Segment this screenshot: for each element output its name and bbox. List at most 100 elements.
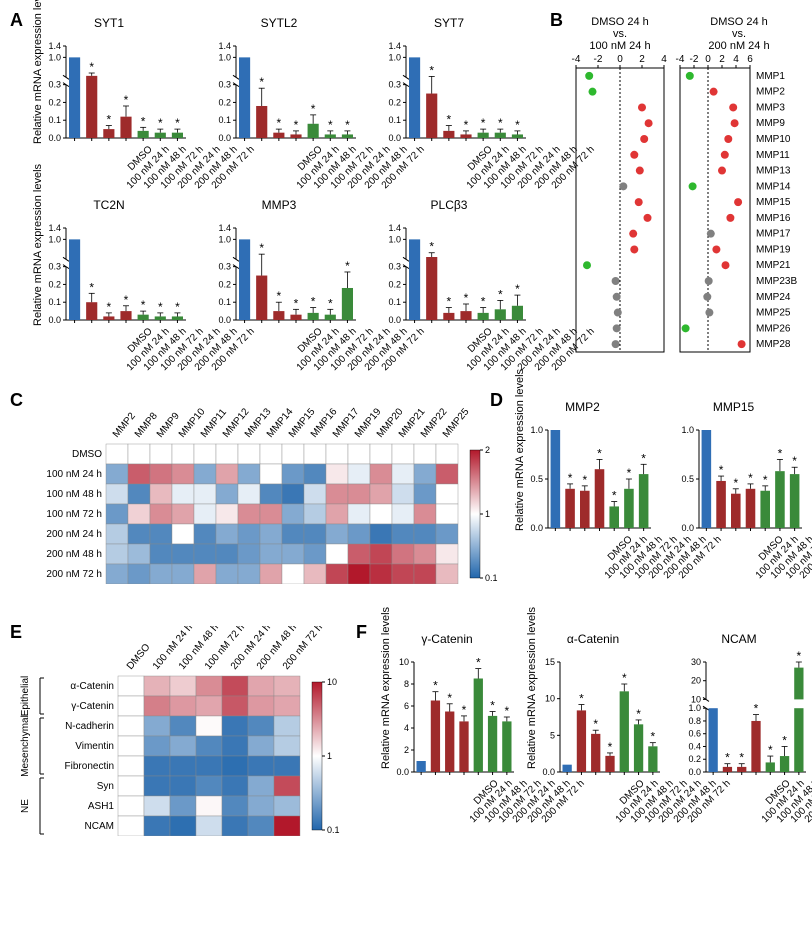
svg-text:*: * bbox=[481, 295, 486, 309]
svg-text:1: 1 bbox=[327, 751, 332, 761]
svg-text:MMP10: MMP10 bbox=[756, 134, 791, 145]
svg-text:2: 2 bbox=[719, 54, 725, 65]
svg-text:200 nM 24 h: 200 nM 24 h bbox=[46, 529, 102, 540]
svg-text:Syn: Syn bbox=[97, 781, 114, 792]
svg-text:30: 30 bbox=[691, 657, 701, 667]
svg-text:*: * bbox=[294, 118, 299, 132]
svg-text:MMP21: MMP21 bbox=[756, 260, 791, 271]
svg-text:0.0: 0.0 bbox=[48, 315, 61, 324]
svg-text:*: * bbox=[259, 75, 264, 89]
svg-text:15: 15 bbox=[545, 657, 555, 667]
svg-text:*: * bbox=[294, 296, 299, 310]
svg-text:*: * bbox=[277, 116, 282, 130]
svg-text:4: 4 bbox=[404, 723, 409, 733]
svg-text:*: * bbox=[447, 691, 452, 705]
svg-text:*: * bbox=[627, 466, 632, 480]
svg-text:0.5: 0.5 bbox=[681, 474, 694, 484]
svg-text:MMP25: MMP25 bbox=[756, 308, 791, 319]
svg-text:1.4: 1.4 bbox=[388, 41, 401, 51]
svg-text:NE: NE bbox=[20, 799, 31, 813]
svg-text:*: * bbox=[792, 454, 797, 468]
svg-text:*: * bbox=[748, 471, 753, 485]
chart-title: TC2N bbox=[28, 198, 190, 212]
y-axis-label: Relative mRNA expression levels bbox=[514, 411, 526, 531]
svg-text:MMP15: MMP15 bbox=[756, 197, 791, 208]
svg-text:0.0: 0.0 bbox=[681, 523, 694, 532]
svg-text:N-cadherin: N-cadherin bbox=[65, 721, 114, 732]
svg-text:1.0: 1.0 bbox=[681, 425, 694, 435]
svg-text:1.0: 1.0 bbox=[530, 425, 543, 435]
svg-text:MMP26: MMP26 bbox=[756, 323, 791, 334]
chart-title: SYTL2 bbox=[198, 16, 360, 30]
svg-text:*: * bbox=[345, 118, 350, 132]
svg-text:10: 10 bbox=[327, 677, 337, 687]
svg-text:-4: -4 bbox=[572, 54, 581, 65]
svg-text:*: * bbox=[447, 113, 452, 127]
svg-text:10: 10 bbox=[691, 694, 701, 704]
svg-text:*: * bbox=[345, 259, 350, 273]
svg-text:*: * bbox=[763, 473, 768, 487]
svg-text:*: * bbox=[754, 702, 759, 716]
svg-text:1.4: 1.4 bbox=[218, 223, 231, 233]
svg-text:0.1: 0.1 bbox=[48, 297, 61, 307]
svg-text:0: 0 bbox=[617, 54, 623, 65]
svg-text:*: * bbox=[490, 699, 495, 713]
svg-text:-4: -4 bbox=[676, 54, 685, 65]
svg-text:0.2: 0.2 bbox=[48, 97, 61, 107]
svg-text:*: * bbox=[175, 300, 180, 314]
svg-text:*: * bbox=[433, 679, 438, 693]
svg-text:100 nM 24 h: 100 nM 24 h bbox=[46, 469, 102, 480]
svg-text:DMSO: DMSO bbox=[125, 642, 153, 672]
chart-title: SYT7 bbox=[368, 16, 530, 30]
bar-chart: MMP30.00.10.20.31.01.4******DMSO100 nM 2… bbox=[198, 198, 360, 380]
svg-text:MMP28: MMP28 bbox=[756, 339, 791, 350]
svg-text:1.0: 1.0 bbox=[388, 52, 401, 62]
y-axis-label: Relative mRNA expression levels bbox=[32, 206, 44, 326]
svg-text:0.0: 0.0 bbox=[688, 767, 701, 776]
svg-text:0.4: 0.4 bbox=[688, 741, 701, 751]
svg-text:0.3: 0.3 bbox=[218, 80, 231, 90]
svg-text:*: * bbox=[608, 740, 613, 754]
svg-text:*: * bbox=[797, 649, 802, 663]
svg-text:1: 1 bbox=[485, 509, 490, 519]
svg-text:*: * bbox=[597, 446, 602, 460]
panel-label-B: B bbox=[550, 10, 563, 31]
svg-text:MMP8: MMP8 bbox=[133, 410, 160, 440]
svg-text:Mesenchymal: Mesenchymal bbox=[20, 715, 31, 777]
bar-chart: MMP20.00.51.0******DMSO100 nM 24 h100 nM… bbox=[510, 400, 655, 588]
svg-text:*: * bbox=[476, 656, 481, 670]
svg-text:0.0: 0.0 bbox=[542, 767, 555, 776]
svg-text:*: * bbox=[782, 733, 787, 747]
svg-text:*: * bbox=[277, 289, 282, 303]
svg-text:1.4: 1.4 bbox=[48, 41, 61, 51]
svg-text:*: * bbox=[141, 114, 146, 128]
svg-text:*: * bbox=[464, 291, 469, 305]
svg-text:100 nM 48 h: 100 nM 48 h bbox=[46, 489, 102, 500]
svg-text:0.0: 0.0 bbox=[48, 133, 61, 142]
svg-text:5: 5 bbox=[550, 730, 555, 740]
svg-text:*: * bbox=[622, 671, 627, 685]
svg-text:0.3: 0.3 bbox=[388, 262, 401, 272]
svg-text:0.5: 0.5 bbox=[530, 474, 543, 484]
svg-text:*: * bbox=[498, 287, 503, 301]
svg-text:*: * bbox=[429, 240, 434, 254]
svg-text:2: 2 bbox=[404, 745, 409, 755]
svg-text:0.1: 0.1 bbox=[218, 297, 231, 307]
svg-text:*: * bbox=[124, 93, 129, 107]
svg-text:0.2: 0.2 bbox=[218, 279, 231, 289]
chart-title: MMP2 bbox=[510, 400, 655, 414]
svg-text:*: * bbox=[124, 293, 129, 307]
svg-text:*: * bbox=[651, 730, 656, 744]
svg-text:20: 20 bbox=[691, 676, 701, 686]
bar-chart: PLCβ30.00.10.20.31.01.4******DMSO100 nM … bbox=[368, 198, 530, 380]
svg-text:0.2: 0.2 bbox=[48, 279, 61, 289]
chart-title: γ-Catenin bbox=[376, 632, 518, 646]
svg-text:*: * bbox=[89, 280, 94, 294]
svg-text:*: * bbox=[464, 118, 469, 132]
chart-title: α-Catenin bbox=[522, 632, 664, 646]
svg-text:MMP2: MMP2 bbox=[111, 410, 138, 440]
svg-text:-2: -2 bbox=[690, 54, 699, 65]
svg-text:*: * bbox=[515, 118, 520, 132]
svg-text:MMP9: MMP9 bbox=[756, 118, 785, 129]
svg-text:*: * bbox=[141, 298, 146, 312]
